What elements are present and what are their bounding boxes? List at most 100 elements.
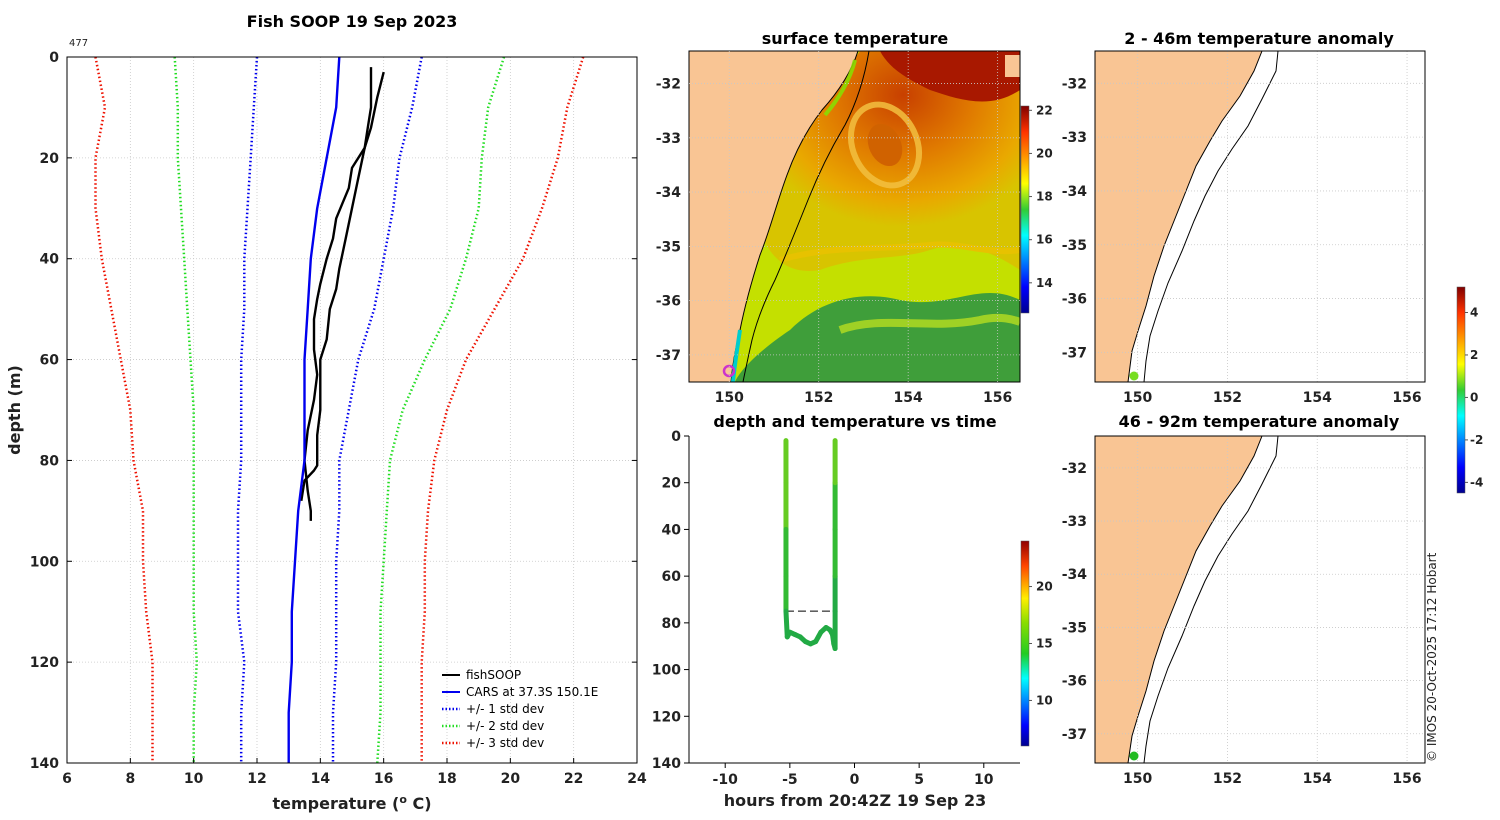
depth-time-ytick-label: 20: [662, 476, 682, 492]
anomaly-ytick-label: -36: [1062, 292, 1087, 308]
profile-xtick-label: 22: [564, 771, 583, 787]
depth-time-cb-label: 20: [1036, 580, 1053, 594]
anomaly-axes-frame: [1094, 435, 1426, 764]
anomaly-cb-label: 4: [1470, 305, 1478, 319]
anomaly-xtick-label: 150: [1123, 390, 1152, 406]
depth-time-cb-label: 10: [1036, 693, 1053, 707]
depth-time-xlabel: hours from 20:42Z 19 Sep 23: [724, 791, 986, 810]
profile-xtick-label: 14: [311, 771, 331, 787]
depth-time-cb-label: 15: [1036, 637, 1053, 651]
depth-time-ytick-label: 100: [652, 663, 681, 679]
depth-time-panel: depth and temperature vs time -10 -5 0 5 100…: [652, 412, 1053, 810]
depth-time-ytick-label: 80: [662, 616, 682, 632]
profile-xtick-label: 12: [247, 771, 266, 787]
anomaly-xtick-label: 152: [1213, 390, 1242, 406]
depth-time-ytick-label: 120: [652, 709, 681, 725]
sst-colorbar: [1021, 106, 1029, 313]
anomaly-ytick-label: -36: [1062, 674, 1087, 690]
profile-xtick-label: 6: [62, 771, 72, 787]
anomaly-colorbar-group: 4 2 0 -2 -4: [1456, 286, 1483, 494]
depth-time-colorbar: [1021, 541, 1029, 746]
series--2-std: [173, 56, 199, 763]
series--2-std: [376, 56, 506, 764]
profile-ytick-label: 140: [30, 756, 59, 772]
anomaly-lower-panel: 46 - 92m temperature anomaly 150 152 154 15…: [1062, 412, 1426, 787]
legend-1std: +/- 1 std dev: [466, 702, 544, 716]
profile-xtick-label: 8: [125, 771, 135, 787]
sst-xtick-label: 154: [894, 390, 923, 406]
depth-time-xtick-label: 10: [974, 772, 994, 788]
depth-time-xtick-label: -5: [782, 772, 798, 788]
coastline: [1127, 50, 1263, 383]
anomaly-ytick-label: -34: [1062, 184, 1088, 200]
sst-cb-label: 14: [1036, 276, 1053, 290]
anomaly-ytick-label: -32: [1062, 461, 1087, 477]
series-fishsoop-downcast: [303, 67, 373, 521]
sst-ytick-label: -34: [656, 185, 682, 201]
sst-xtick-label: 152: [804, 390, 833, 406]
profile-panel: Fish SOOP 19 Sep 2023 477 6 8 10 12 14 16 18 20…: [5, 12, 647, 813]
sst-axes-frame: [688, 50, 1021, 383]
legend-cars: CARS at 37.3S 150.1E: [466, 685, 598, 699]
credit-text: © IMOS 20-Oct-2025 17:12 Hobart: [1425, 552, 1439, 762]
depth-time-title: depth and temperature vs time: [713, 412, 996, 431]
sst-image: [689, 51, 1020, 382]
legend-2std: +/- 2 std dev: [466, 719, 544, 733]
series-cars-at-37-3s-150-1e: [287, 56, 341, 763]
sst-cb-label: 18: [1036, 190, 1053, 204]
anomaly-ytick-label: -33: [1062, 514, 1087, 530]
legend-3std: +/- 3 std dev: [466, 736, 544, 750]
sst-cb-label: 20: [1036, 146, 1053, 160]
anomaly-cb-label: 2: [1470, 348, 1478, 362]
profile-xtick-label: 18: [437, 771, 456, 787]
anomaly-location-marker: [1129, 371, 1139, 381]
profile-xtick-label: 16: [374, 771, 393, 787]
series--1-std: [331, 56, 423, 763]
series--3-std: [420, 56, 585, 763]
sst-ytick-label: -37: [656, 348, 681, 364]
sst-title: surface temperature: [762, 29, 949, 48]
anomaly-cb-label: -4: [1470, 475, 1483, 489]
anomaly-cb-label: 0: [1470, 390, 1478, 404]
anomaly-ytick-label: -32: [1062, 76, 1087, 92]
profile-xtick-label: 24: [627, 771, 647, 787]
anomaly-upper-panel: 2 - 46m temperature anomaly 150 152 154 156…: [1062, 29, 1426, 406]
profile-ytick-label: 100: [30, 554, 59, 570]
anomaly-xtick-label: 152: [1213, 771, 1242, 787]
anomaly-upper-title: 2 - 46m temperature anomaly: [1124, 29, 1394, 48]
sst-colorbar-frame: [1020, 105, 1030, 314]
sst-ytick-label: -35: [656, 239, 681, 255]
profile-ytick-label: 0: [49, 50, 59, 66]
anomaly-lower-title: 46 - 92m temperature anomaly: [1119, 412, 1400, 431]
sst-ytick-label: -33: [656, 131, 681, 147]
profile-axes-frame: [66, 56, 638, 764]
anomaly-location-marker: [1129, 751, 1139, 761]
anomaly-colorbar-frame: [1456, 286, 1466, 494]
anomaly-ytick-label: -34: [1062, 567, 1088, 583]
anomaly-axes-frame: [1094, 50, 1426, 383]
depth-time-xtick-label: 5: [914, 772, 924, 788]
anomaly-xtick-label: 156: [1392, 771, 1421, 787]
series--1-std: [236, 56, 259, 763]
anomaly-xtick-label: 154: [1303, 390, 1332, 406]
anomaly-ytick-label: -37: [1062, 345, 1087, 361]
anomaly-xtick-label: 150: [1123, 771, 1152, 787]
profile-ytick-label: 20: [40, 151, 60, 167]
sst-cb-label: 16: [1036, 233, 1053, 247]
profile-ytick-label: 80: [40, 453, 60, 469]
land-mass: [1095, 436, 1262, 763]
series--3-std: [94, 56, 154, 763]
profile-title: Fish SOOP 19 Sep 2023: [247, 12, 458, 31]
sst-ytick-label: -36: [656, 294, 681, 310]
anomaly-ytick-label: -35: [1062, 238, 1087, 254]
profile-ytick-label: 60: [40, 353, 60, 369]
anomaly-xtick-label: 154: [1303, 771, 1332, 787]
depth-time-xtick-label: -10: [713, 772, 739, 788]
anomaly-colorbar: [1457, 287, 1465, 493]
legend-fishsoop: fishSOOP: [466, 668, 521, 682]
anomaly-ytick-label: -37: [1062, 727, 1087, 743]
depth-time-ytick-label: 140: [652, 756, 681, 772]
anomaly-cb-label: -2: [1470, 433, 1483, 447]
depth-time-xtick-label: 0: [850, 772, 860, 788]
